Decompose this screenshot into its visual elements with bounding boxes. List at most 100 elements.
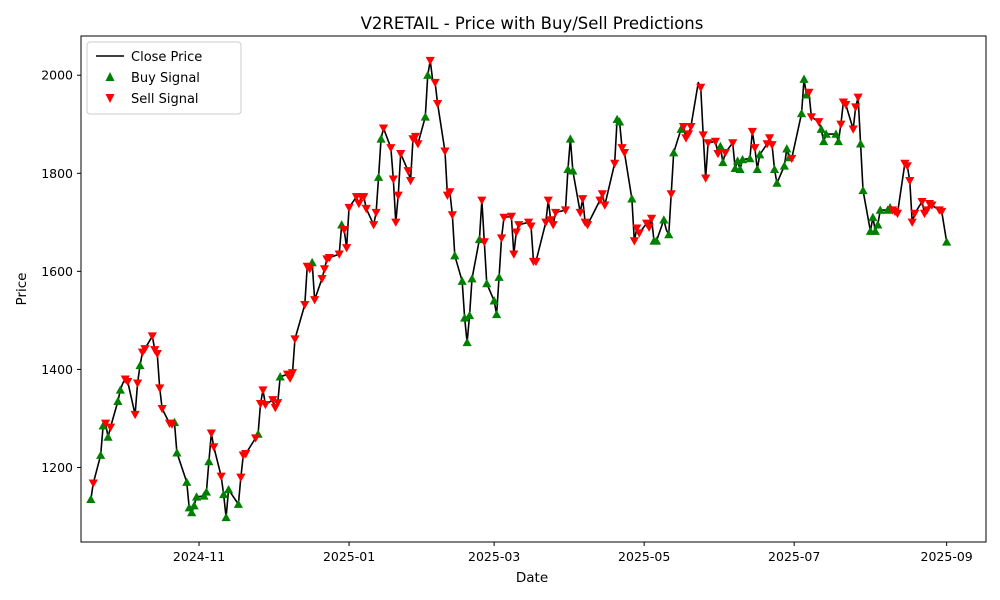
sell-signal-marker (405, 176, 416, 186)
y-tick-label: 1200 (41, 460, 73, 475)
sell-signal-marker (541, 218, 551, 227)
buy-signal-marker (182, 477, 192, 486)
sell-signal-marker (506, 212, 516, 222)
sell-signal-marker (698, 131, 708, 140)
sell-signal-marker (147, 332, 157, 341)
buy-signal-marker (462, 337, 472, 347)
sell-signal-marker (701, 174, 711, 183)
sell-signal-marker (324, 253, 334, 263)
buy-signal-marker (233, 499, 243, 508)
buy-signal-marker (875, 205, 885, 214)
buy-signal-marker (373, 172, 384, 181)
sell-signal-marker (479, 238, 489, 247)
legend-label-sell-signal: Sell Signal (131, 92, 199, 107)
sell-signal-marker (600, 201, 610, 210)
sell-signal-marker (917, 198, 927, 207)
sell-signal-marker (720, 149, 730, 158)
x-tick-label: 2024-11 (173, 549, 225, 564)
sell-signal-marker (814, 118, 824, 127)
buy-signal-marker (614, 117, 625, 126)
x-tick-label: 2025-07 (768, 549, 820, 564)
sell-signal-marker (551, 208, 561, 218)
buy-signal-marker (669, 148, 679, 157)
sell-signal-marker (767, 141, 777, 150)
buy-signal-marker (772, 178, 782, 187)
buy-signal-marker (450, 251, 460, 260)
buy-signal-marker (627, 194, 637, 203)
sell-signal-marker (644, 223, 654, 232)
buy-signal-marker (833, 136, 844, 146)
sell-signal-marker (206, 429, 216, 438)
buy-signal-marker (172, 448, 182, 457)
buy-signal-marker (819, 136, 829, 146)
sell-signal-marker (167, 420, 177, 429)
sell-signal-marker (511, 228, 521, 237)
sell-signal-marker (391, 218, 401, 227)
buy-signal-marker (858, 185, 868, 195)
sell-signal-marker (526, 222, 536, 231)
sell-signal-marker (583, 221, 593, 230)
buy-signal-marker (769, 164, 780, 174)
sell-signal-marker (334, 250, 344, 259)
legend-box (86, 41, 242, 115)
sell-signal-marker (209, 443, 219, 452)
sell-signal-marker (236, 473, 246, 482)
sell-signal-marker (578, 195, 588, 204)
sell-signal-marker (361, 204, 371, 214)
sell-signal-marker (432, 99, 443, 109)
buy-signal-marker (423, 70, 433, 79)
sell-signal-marker (317, 275, 327, 284)
sell-signal-marker (907, 218, 917, 227)
buy-signal-marker (942, 237, 952, 246)
sell-signal-marker (848, 125, 858, 134)
sell-signal-marker (386, 144, 396, 153)
buy-signal-marker (565, 134, 575, 143)
sell-signal-marker (499, 213, 509, 223)
sell-signal-marker (369, 221, 379, 230)
sell-signal-marker (683, 130, 694, 139)
buy-signal-marker (796, 108, 807, 118)
sell-signal-marker (548, 221, 558, 230)
sell-signal-marker (610, 159, 620, 169)
y-tick-label: 1400 (41, 362, 73, 377)
sell-signal-marker (764, 134, 775, 143)
buy-signal-marker (460, 313, 470, 322)
sell-signal-marker (344, 203, 354, 213)
sell-signal-marker (310, 296, 320, 305)
buy-signal-marker (135, 360, 145, 370)
sell-signal-marker (440, 147, 450, 156)
buy-signal-marker (204, 456, 214, 466)
sell-signal-marker (477, 196, 487, 205)
sell-signal-marker (319, 265, 330, 274)
sell-signal-marker (632, 224, 642, 233)
chart-title: V2RETAIL - Price with Buy/Sell Predictio… (361, 14, 704, 33)
sell-signal-marker (546, 216, 556, 225)
sell-signal-marker (853, 93, 863, 102)
sell-signal-marker (851, 103, 861, 112)
buy-signal-marker (735, 164, 745, 174)
y-tick-label: 2000 (41, 68, 73, 83)
buy-signal-marker (821, 129, 831, 138)
sell-signal-marker (678, 123, 689, 132)
sell-signal-marker (339, 225, 349, 235)
sell-signal-marker (575, 208, 585, 218)
sell-signal-marker (393, 191, 403, 200)
buy-signal-marker (659, 215, 669, 224)
sell-signal-marker (595, 196, 605, 205)
buy-signal-marker (86, 494, 96, 504)
buy-signal-marker (187, 507, 197, 517)
sell-signal-marker (300, 301, 310, 310)
y-tick-label: 1600 (41, 264, 73, 279)
plot-area-frame (80, 35, 987, 543)
sell-signal-marker (804, 88, 814, 97)
buy-signal-marker (718, 157, 728, 167)
sell-signal-marker (617, 144, 627, 153)
sell-signal-marker (806, 113, 816, 122)
buy-signal-marker (482, 279, 492, 288)
sell-signal-marker (100, 419, 111, 428)
sell-signal-marker (560, 206, 571, 215)
buy-signal-marker (799, 74, 809, 83)
sell-signal-marker (342, 244, 352, 253)
sell-signal-marker (216, 472, 226, 481)
sell-signal-marker (686, 123, 696, 132)
